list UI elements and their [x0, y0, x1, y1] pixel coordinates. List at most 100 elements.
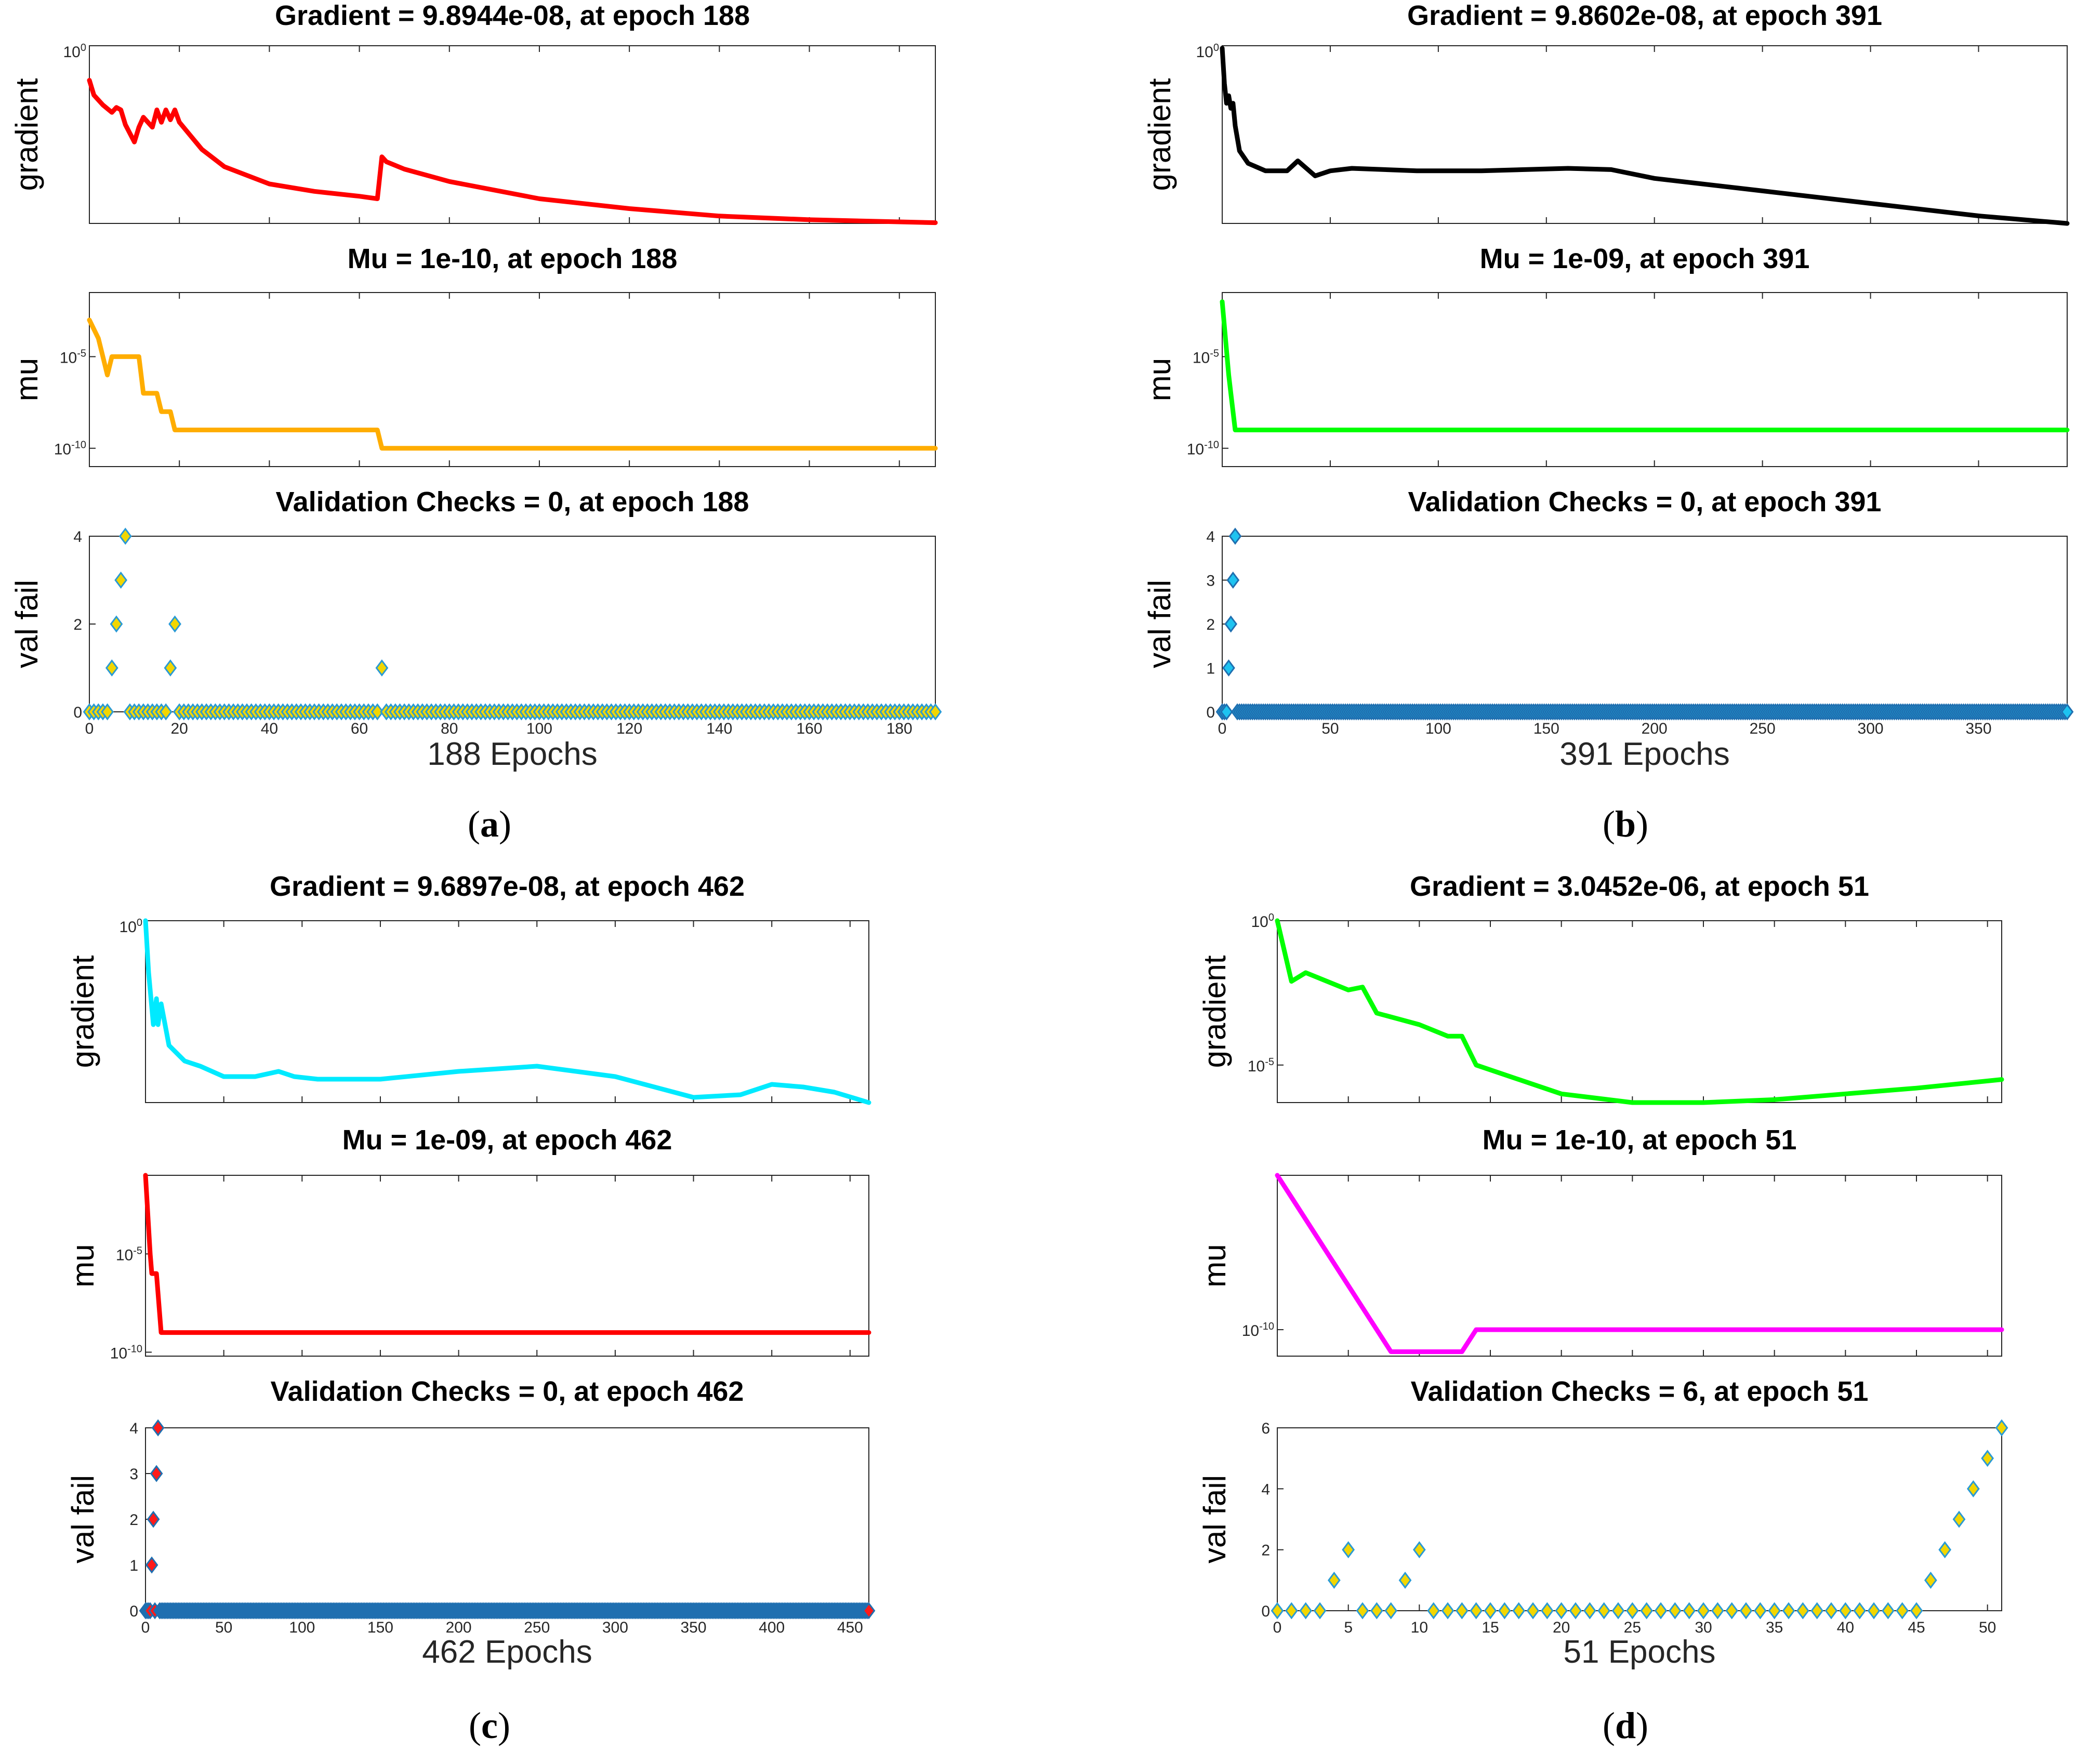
- valfail-marker: [1768, 1602, 1781, 1620]
- valfail-subplot: 0 2 4 6 0 5 10 15 20 25 30 35 40 45 50 Validation Check…: [1197, 1376, 2008, 1636]
- valfail-ylabel: val fail: [9, 580, 44, 668]
- valfail-marker: [1725, 1602, 1739, 1620]
- mu-subplot: 10-10 Mu = 1e-10, at epoch 51 mu: [1197, 1124, 2004, 1357]
- mu-axes-box: [1277, 1175, 2002, 1357]
- valfail-ytick-label: 3: [1206, 573, 1215, 590]
- valfail-marker: [1611, 1602, 1625, 1620]
- valfail-marker: [1540, 1602, 1554, 1620]
- gradient-series-line: [1220, 46, 2070, 226]
- valfail-marker: [1342, 1541, 1355, 1559]
- valfail-xtick-label: 100: [289, 1619, 315, 1636]
- x-axis-label: 188 Epochs: [427, 736, 597, 772]
- gradient-ytick-label: 100: [63, 42, 87, 61]
- valfail-marker: [101, 703, 114, 721]
- valfail-xtick-label: 40: [261, 720, 278, 737]
- valfail-xtick-label: 100: [1425, 720, 1451, 737]
- valfail-ylabel: val fail: [1142, 580, 1177, 668]
- valfail-ytick-label: 2: [1206, 616, 1215, 633]
- valfail-marker: [1753, 1602, 1767, 1620]
- valfail-marker: [1512, 1602, 1526, 1620]
- mu-subplot: 10-5 10-10 Mu = 1e-09, at epoch 391 mu: [1142, 243, 2070, 467]
- valfail-marker: [1824, 1602, 1838, 1620]
- mu-ylabel: mu: [1197, 1244, 1232, 1287]
- valfail-title: Validation Checks = 6, at epoch 51: [1411, 1376, 1869, 1407]
- valfail-ytick-label: 4: [1206, 528, 1215, 546]
- gradient-subplot: 100 Gradient = 9.6897e-08, at epoch 462 gr…: [65, 871, 871, 1105]
- valfail-ytick-label: 1: [129, 1557, 138, 1574]
- valfail-xtick-label: 350: [1965, 720, 1991, 737]
- valfail-marker: [1498, 1602, 1511, 1620]
- mu-title: Mu = 1e-09, at epoch 462: [342, 1124, 672, 1156]
- valfail-marker: [1640, 1602, 1654, 1620]
- valfail-marker: [151, 1419, 165, 1437]
- valfail-marker: [1625, 1602, 1639, 1620]
- mu-series-line: [87, 317, 938, 451]
- gradient-title: Gradient = 3.0452e-06, at epoch 51: [1410, 871, 1869, 902]
- valfail-xtick-label: 25: [1624, 1619, 1641, 1636]
- valfail-ytick-label: 0: [1206, 704, 1215, 721]
- valfail-marker: [1910, 1602, 1923, 1620]
- valfail-ylabel: val fail: [65, 1475, 100, 1563]
- mu-series-line: [1275, 1173, 2004, 1354]
- mu-title: Mu = 1e-10, at epoch 51: [1483, 1124, 1797, 1156]
- gradient-ylabel: gradient: [1197, 955, 1232, 1068]
- valfail-xtick-label: 150: [367, 1619, 393, 1636]
- gradient-ytick-label: 100: [1196, 42, 1220, 61]
- mu-ylabel: mu: [1142, 358, 1177, 401]
- valfail-xtick-label: 200: [1642, 720, 1668, 737]
- valfail-marker: [1839, 1602, 1852, 1620]
- valfail-ytick-label: 2: [73, 616, 82, 633]
- valfail-xtick-label: 300: [602, 1619, 628, 1636]
- valfail-xtick-label: 45: [1908, 1619, 1925, 1636]
- valfail-xtick-label: 20: [171, 720, 188, 737]
- valfail-marker: [1226, 572, 1240, 589]
- valfail-title: Validation Checks = 0, at epoch 391: [1408, 486, 1882, 518]
- x-axis-label: 51 Epochs: [1564, 1634, 1716, 1670]
- mu-subplot: 10-5 10-10 Mu = 1e-10, at epoch 188 mu: [9, 243, 938, 467]
- gradient-subplot: 100 Gradient = 9.8944e-08, at epoch 188 gr…: [9, 0, 938, 226]
- valfail-marker: [1285, 1602, 1298, 1620]
- valfail-marker: [164, 659, 177, 677]
- mu-ytick-label: 10-5: [1193, 348, 1219, 366]
- valfail-marker: [1654, 1602, 1668, 1620]
- gradient-ylabel: gradient: [1142, 78, 1177, 191]
- mu-ytick-label: 10-5: [60, 348, 86, 366]
- valfail-marker: [150, 1465, 163, 1482]
- valfail-ytick-label: 0: [73, 704, 82, 721]
- valfail-marker: [145, 1556, 158, 1574]
- valfail-ytick-label: 0: [1261, 1603, 1270, 1620]
- panel-a: 100 Gradient = 9.8944e-08, at epoch 188 gr…: [9, 0, 942, 845]
- valfail-marker: [1583, 1602, 1596, 1620]
- valfail-xtick-label: 35: [1766, 1619, 1783, 1636]
- valfail-xtick-label: 0: [141, 1619, 150, 1636]
- gradient-axes-box: [1277, 920, 2002, 1103]
- valfail-marker: [114, 572, 127, 589]
- valfail-ylabel: val fail: [1197, 1475, 1232, 1563]
- gradient-ylabel: gradient: [9, 78, 44, 191]
- gradient-subplot: 100 Gradient = 9.8602e-08, at epoch 391 gr…: [1142, 0, 2070, 226]
- valfail-xtick-label: 5: [1344, 1619, 1353, 1636]
- panel-label: (a): [468, 803, 511, 845]
- valfail-marker: [110, 615, 123, 633]
- mu-title: Mu = 1e-10, at epoch 188: [348, 243, 678, 274]
- gradient-axes-box: [89, 45, 936, 224]
- valfail-xtick-label: 180: [887, 720, 913, 737]
- valfail-title: Validation Checks = 0, at epoch 188: [276, 486, 749, 518]
- valfail-ytick-label: 6: [1261, 1420, 1270, 1437]
- valfail-xtick-label: 200: [446, 1619, 472, 1636]
- gradient-title: Gradient = 9.8944e-08, at epoch 188: [275, 0, 750, 31]
- valfail-xtick-label: 0: [85, 720, 94, 737]
- valfail-marker: [1896, 1602, 1909, 1620]
- valfail-marker: [1796, 1602, 1809, 1620]
- valfail-marker: [1597, 1602, 1611, 1620]
- valfail-marker: [1995, 1419, 2008, 1437]
- valfail-axes-box: [1222, 536, 2068, 712]
- valfail-marker: [1711, 1602, 1724, 1620]
- gradient-axes-box: [1222, 45, 2068, 224]
- gradient-series-line: [1275, 918, 2004, 1105]
- valfail-marker: [1299, 1602, 1313, 1620]
- mu-ytick-label: 10-10: [110, 1343, 142, 1362]
